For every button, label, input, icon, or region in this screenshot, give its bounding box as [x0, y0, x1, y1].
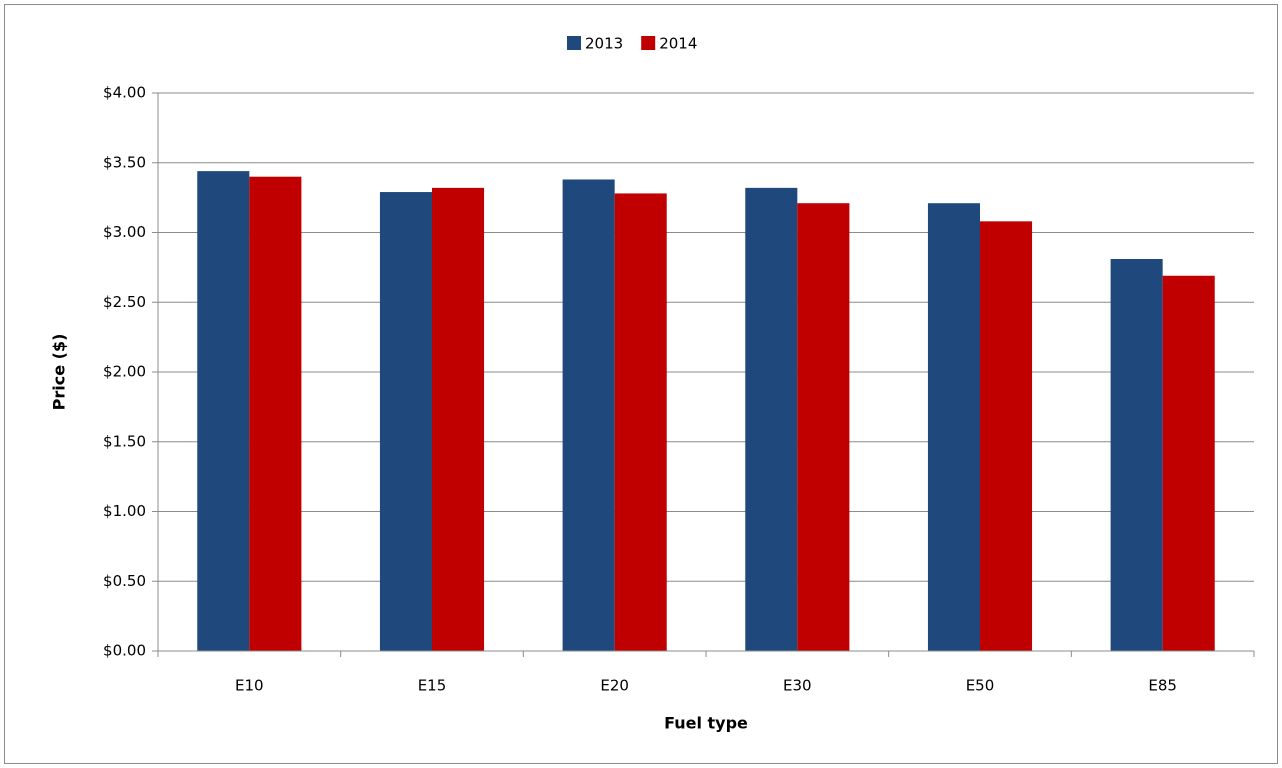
y-tick-label: $2.00	[103, 363, 146, 381]
bar	[980, 221, 1033, 651]
bar	[797, 203, 850, 651]
legend-swatch	[567, 36, 581, 50]
bar	[1110, 259, 1163, 651]
y-tick-label: $2.50	[103, 293, 146, 311]
x-tick-label: E50	[966, 677, 995, 695]
bar	[745, 187, 798, 652]
bar	[379, 192, 432, 652]
legend-swatch	[641, 36, 656, 50]
y-tick-label: $4.00	[103, 84, 146, 102]
y-tick-label: $0.00	[103, 642, 146, 660]
bar	[197, 171, 250, 651]
x-tick-label: E15	[418, 677, 447, 695]
legend-label: 2014	[659, 35, 697, 53]
y-tick-label: $1.50	[103, 432, 146, 450]
bar	[432, 187, 485, 652]
x-tick-label: E10	[235, 677, 264, 695]
bar	[927, 203, 980, 651]
x-tick-label: E85	[1148, 677, 1177, 695]
bar	[614, 193, 667, 651]
bar	[1162, 275, 1215, 651]
y-tick-label: $0.50	[103, 572, 146, 590]
legend-label: 2013	[585, 35, 623, 53]
y-tick-label: $3.50	[103, 153, 146, 171]
y-axis-title: Price ($)	[50, 334, 69, 411]
y-tick-label: $3.00	[103, 223, 146, 241]
bar	[562, 179, 615, 652]
x-axis-title: Fuel type	[664, 714, 748, 733]
bar	[249, 176, 302, 651]
x-tick-label: E20	[600, 677, 629, 695]
x-tick-label: E30	[783, 677, 812, 695]
y-tick-label: $1.00	[103, 502, 146, 520]
